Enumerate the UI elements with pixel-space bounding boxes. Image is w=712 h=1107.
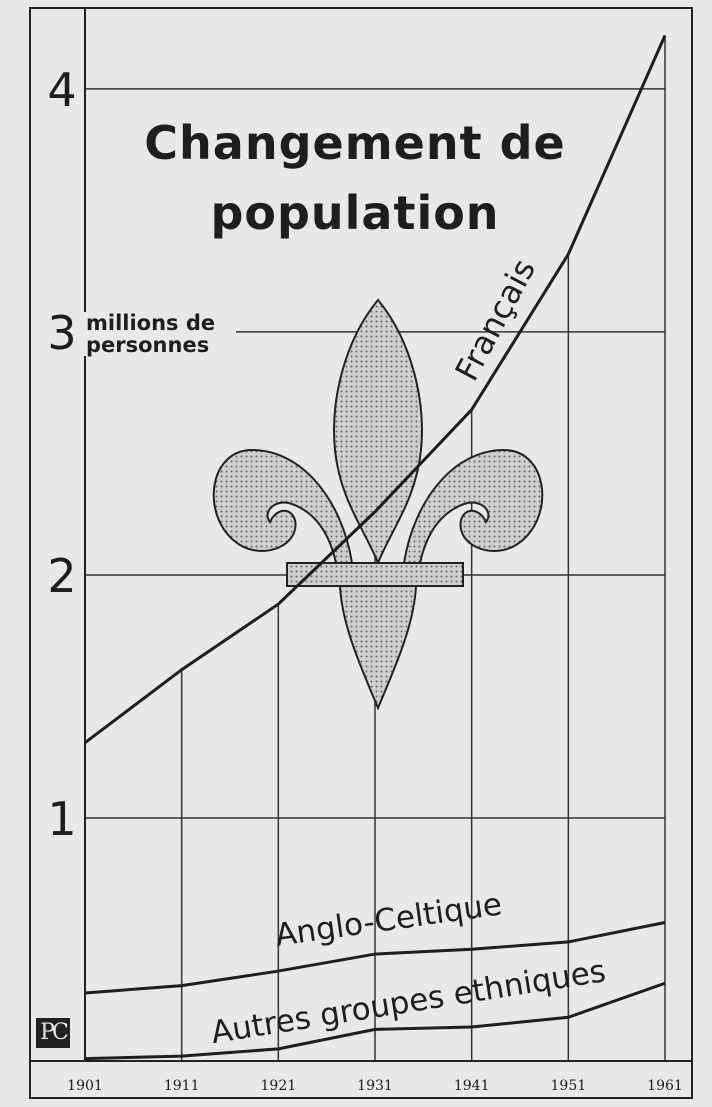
x-tick-label: 1901: [67, 1078, 103, 1094]
chart-title: Changement de population: [140, 108, 570, 248]
y-axis-label: millions de personnes: [82, 312, 236, 356]
y-tick-label: 4: [47, 63, 76, 117]
series-label: Autres groupes ethniques: [209, 953, 609, 1051]
x-tick-label: 1921: [261, 1078, 297, 1094]
x-tick-label: 1951: [551, 1078, 587, 1094]
page: 12341901191119211931194119511961Français…: [0, 0, 712, 1107]
series-label: Anglo-Celtique: [273, 886, 504, 953]
x-tick-label: 1911: [164, 1078, 200, 1094]
x-tick-label: 1961: [647, 1078, 683, 1094]
y-tick-label: 1: [47, 792, 76, 846]
source-mark: PC: [36, 1018, 70, 1048]
x-tick-label: 1941: [454, 1078, 490, 1094]
y-tick-label: 3: [47, 306, 76, 360]
x-tick-label: 1931: [357, 1078, 393, 1094]
y-tick-label: 2: [47, 549, 76, 603]
